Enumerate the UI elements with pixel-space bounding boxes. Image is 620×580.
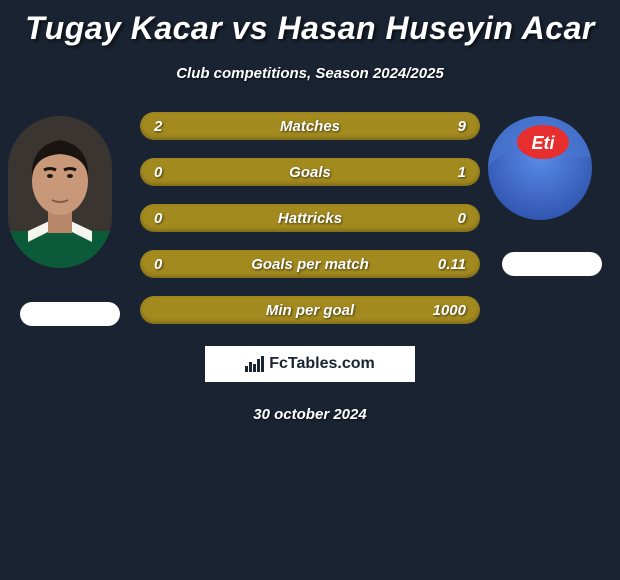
player-a-pill [20,302,120,326]
player-b-avatar: Eti [488,116,592,220]
stat-label: Hattricks [140,210,480,227]
svg-text:Eti: Eti [531,133,555,153]
stat-row-goals: 0 Goals 1 [140,158,480,186]
stat-label: Min per goal [140,302,480,319]
stat-row-goals-per-match: 0 Goals per match 0.11 [140,250,480,278]
stat-label: Goals [140,164,480,181]
stat-right-value: 1000 [433,302,466,319]
stat-right-value: 0.11 [438,256,466,273]
player-b-name: Hasan Huseyin Acar [278,10,595,46]
stat-right-value: 9 [458,118,466,135]
vs-separator: vs [232,10,269,46]
stat-label: Matches [140,118,480,135]
comparison-title: Tugay Kacar vs Hasan Huseyin Acar [0,0,620,47]
stat-right-value: 1 [458,164,466,181]
comparison-subtitle: Club competitions, Season 2024/2025 [0,65,620,82]
stats-table: 2 Matches 9 0 Goals 1 0 Hattricks 0 0 Go… [140,112,480,324]
player-a-name: Tugay Kacar [25,10,222,46]
player-a-avatar [8,116,112,268]
stat-right-value: 0 [458,210,466,227]
stat-row-matches: 2 Matches 9 [140,112,480,140]
bar-chart-icon [245,356,265,372]
stat-label: Goals per match [140,256,480,273]
player-b-pill [502,252,602,276]
watermark-text: FcTables.com [269,355,375,373]
stat-row-hattricks: 0 Hattricks 0 [140,204,480,232]
comparison-date: 30 october 2024 [0,406,620,423]
watermark-badge: FcTables.com [203,344,417,384]
comparison-body: Eti 2 Matches 9 0 Goals 1 0 Hattricks 0 … [0,112,620,423]
stat-row-min-per-goal: Min per goal 1000 [140,296,480,324]
